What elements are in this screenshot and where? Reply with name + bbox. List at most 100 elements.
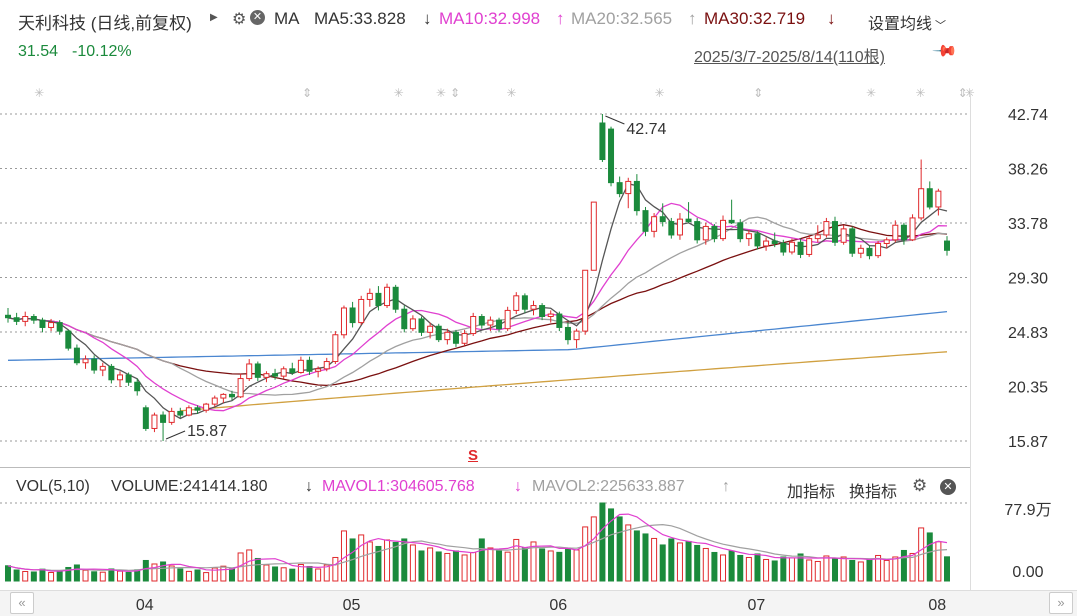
ma30-value: MA30:32.719: [704, 9, 806, 28]
last-price: 31.54: [18, 43, 59, 60]
candle-body: [323, 361, 330, 370]
candle-body: [30, 316, 37, 321]
volume-close-icon[interactable]: ✕: [940, 479, 956, 495]
candle-body: [806, 238, 813, 255]
volume-bar: [297, 563, 304, 582]
candle-body: [91, 358, 98, 371]
candle-body: [427, 325, 434, 333]
add-indicator-button[interactable]: 加指标: [787, 484, 836, 501]
price-tick-label: 15.87: [1008, 434, 1048, 451]
volume-bar: [487, 547, 494, 582]
candle-body: [737, 222, 744, 240]
candle-body: [556, 313, 563, 328]
volume-bar: [547, 550, 554, 582]
caret-right-icon[interactable]: ▶: [210, 12, 218, 23]
candle-body: [590, 201, 597, 271]
volume-bar: [763, 558, 770, 582]
volume-bar: [323, 564, 330, 582]
low-arrow-line: [165, 430, 186, 440]
candle-body: [392, 286, 399, 310]
candle-body: [461, 333, 468, 344]
switch-indicator-button[interactable]: 换指标: [849, 484, 898, 501]
candle-body: [573, 330, 580, 341]
candle-body: [711, 225, 718, 240]
volume-bar: [806, 559, 813, 582]
stock-title[interactable]: 天利科技 (日线,前复权): [18, 14, 192, 33]
volume-bar: [306, 565, 313, 582]
volume-gear-icon[interactable]: ⚙: [912, 476, 928, 495]
candle-body: [435, 325, 442, 341]
event-marker-icon: ⇕: [450, 86, 460, 100]
price-tick-label: 20.35: [1008, 379, 1048, 396]
mavol2-line: [7, 523, 948, 571]
date-range[interactable]: 2025/3/7-2025/8/14(110根): [694, 49, 885, 66]
signal-marker-s[interactable]: S: [468, 447, 479, 464]
volume-bar: [823, 555, 830, 582]
candle-body: [418, 318, 425, 333]
volume-bar: [883, 559, 890, 582]
candle-body: [203, 403, 210, 411]
volume-bar: [82, 569, 89, 582]
candle-body: [763, 240, 770, 247]
candle-body: [832, 221, 839, 243]
candle-body: [496, 319, 503, 330]
volume-bar: [177, 568, 184, 582]
candle-body: [504, 309, 511, 330]
volume-bar: [409, 544, 416, 582]
event-marker-icon: ✳: [915, 86, 925, 100]
candle-body: [814, 234, 821, 240]
volume-bar: [65, 566, 72, 582]
candle-body: [582, 269, 589, 332]
volume-bar: [427, 547, 434, 582]
candle-body: [521, 295, 528, 310]
candle-body: [134, 381, 141, 392]
volume-bar: [599, 502, 606, 582]
volume-bar: [720, 554, 727, 582]
candle-body: [797, 241, 804, 255]
x-tick-label: 08: [928, 597, 947, 614]
volume-bar: [659, 544, 666, 582]
scroll-right-icon[interactable]: »: [1049, 592, 1073, 614]
candle-body: [73, 347, 80, 364]
volume-bar: [280, 567, 287, 582]
candle-body: [720, 219, 727, 240]
volume-bar: [608, 508, 615, 582]
candle-body: [926, 188, 933, 208]
scroll-left-icon[interactable]: «: [10, 592, 34, 614]
candle-body: [642, 210, 649, 232]
gear-icon[interactable]: ⚙: [232, 11, 247, 28]
candle-body: [487, 319, 494, 326]
volume-bar: [142, 559, 149, 582]
candle-body: [358, 298, 365, 324]
volume-bar: [5, 565, 11, 582]
volume-chart[interactable]: 77.9万 0.00: [0, 495, 1077, 615]
volume-bar: [875, 554, 882, 582]
close-circle-icon[interactable]: ✕: [250, 10, 265, 25]
volume-bar: [289, 568, 296, 582]
high-price-label: 42.74: [626, 121, 666, 138]
candle-body: [530, 305, 537, 310]
volume-bar: [73, 564, 80, 582]
candle-body: [780, 242, 787, 253]
volume-bar: [728, 550, 735, 582]
candle-body: [875, 242, 882, 257]
low-price-label: 15.87: [187, 423, 227, 440]
ma-settings-button[interactable]: 设置均线 ﹀: [868, 10, 946, 34]
volume-bar: [935, 541, 942, 582]
volume-bar: [470, 551, 477, 582]
candle-body: [668, 221, 675, 236]
event-marker-icon: ⇕: [302, 86, 312, 100]
candle-body: [99, 365, 106, 371]
mavol1-down-arrow: ↓: [514, 478, 522, 495]
candle-body: [401, 308, 408, 330]
volume-bar: [461, 554, 468, 582]
candle-body: [237, 378, 244, 398]
volume-bar: [642, 533, 649, 582]
volume-bar: [797, 553, 804, 582]
chevron-down-icon: ﹀: [935, 20, 947, 32]
volume-bar: [944, 556, 950, 582]
ma5-value: MA5:33.828: [314, 9, 406, 28]
candle-body: [220, 393, 227, 399]
candle-body: [39, 319, 46, 328]
